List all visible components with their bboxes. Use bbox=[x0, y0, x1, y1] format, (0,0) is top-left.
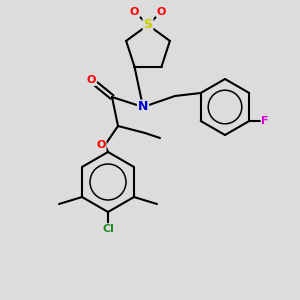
Text: O: O bbox=[96, 140, 106, 150]
Text: F: F bbox=[262, 116, 269, 126]
Text: N: N bbox=[138, 100, 148, 113]
Text: O: O bbox=[157, 7, 166, 17]
Text: S: S bbox=[143, 19, 152, 32]
Text: O: O bbox=[86, 75, 96, 85]
Text: Cl: Cl bbox=[102, 224, 114, 234]
Text: O: O bbox=[130, 7, 140, 17]
